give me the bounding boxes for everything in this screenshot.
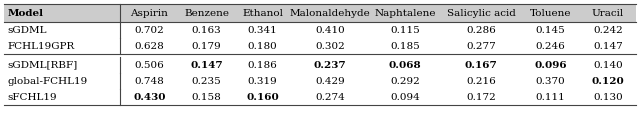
Text: Toluene: Toluene xyxy=(530,8,572,17)
Text: 0.429: 0.429 xyxy=(316,76,345,86)
Text: 0.147: 0.147 xyxy=(190,61,223,70)
Text: 0.370: 0.370 xyxy=(536,76,566,86)
Text: 0.246: 0.246 xyxy=(536,42,566,51)
Text: sGDML[RBF]: sGDML[RBF] xyxy=(8,61,78,70)
Text: 0.158: 0.158 xyxy=(191,93,221,101)
Text: Aspirin: Aspirin xyxy=(131,8,168,17)
Text: 0.277: 0.277 xyxy=(466,42,496,51)
Text: 0.748: 0.748 xyxy=(134,76,164,86)
Text: 0.319: 0.319 xyxy=(248,76,278,86)
Text: 0.167: 0.167 xyxy=(465,61,497,70)
Text: 0.216: 0.216 xyxy=(466,76,496,86)
Text: FCHL19GPR: FCHL19GPR xyxy=(8,42,75,51)
Text: 0.130: 0.130 xyxy=(593,93,623,101)
Text: sGDML: sGDML xyxy=(8,25,47,34)
Text: Ethanol: Ethanol xyxy=(242,8,284,17)
Text: Salicylic acid: Salicylic acid xyxy=(447,8,515,17)
Text: 0.120: 0.120 xyxy=(591,76,624,86)
Text: 0.430: 0.430 xyxy=(133,93,166,101)
Text: 0.274: 0.274 xyxy=(316,93,345,101)
Text: 0.410: 0.410 xyxy=(316,25,345,34)
Text: 0.237: 0.237 xyxy=(314,61,346,70)
Text: Model: Model xyxy=(8,8,44,17)
Text: 0.242: 0.242 xyxy=(593,25,623,34)
Text: 0.185: 0.185 xyxy=(390,42,420,51)
Bar xyxy=(4,4,636,22)
Text: 0.163: 0.163 xyxy=(191,25,221,34)
Text: 0.147: 0.147 xyxy=(593,42,623,51)
Text: Benzene: Benzene xyxy=(184,8,229,17)
Text: 0.702: 0.702 xyxy=(134,25,164,34)
Text: 0.172: 0.172 xyxy=(466,93,496,101)
Text: global-FCHL19: global-FCHL19 xyxy=(8,76,88,86)
Text: 0.302: 0.302 xyxy=(316,42,345,51)
Text: 0.628: 0.628 xyxy=(134,42,164,51)
Text: 0.140: 0.140 xyxy=(593,61,623,70)
Text: 0.160: 0.160 xyxy=(246,93,279,101)
Text: Malonaldehyde: Malonaldehyde xyxy=(290,8,371,17)
Text: 0.094: 0.094 xyxy=(390,93,420,101)
Text: 0.292: 0.292 xyxy=(390,76,420,86)
Text: Naphtalene: Naphtalene xyxy=(374,8,436,17)
Text: 0.506: 0.506 xyxy=(134,61,164,70)
Text: 0.111: 0.111 xyxy=(536,93,566,101)
Text: 0.145: 0.145 xyxy=(536,25,566,34)
Text: 0.235: 0.235 xyxy=(191,76,221,86)
Text: sFCHL19: sFCHL19 xyxy=(8,93,58,101)
Text: Uracil: Uracil xyxy=(592,8,624,17)
Text: 0.068: 0.068 xyxy=(388,61,421,70)
Text: 0.186: 0.186 xyxy=(248,61,278,70)
Text: 0.096: 0.096 xyxy=(534,61,567,70)
Text: 0.115: 0.115 xyxy=(390,25,420,34)
Text: 0.179: 0.179 xyxy=(191,42,221,51)
Text: 0.286: 0.286 xyxy=(466,25,496,34)
Text: 0.341: 0.341 xyxy=(248,25,278,34)
Text: 0.180: 0.180 xyxy=(248,42,278,51)
